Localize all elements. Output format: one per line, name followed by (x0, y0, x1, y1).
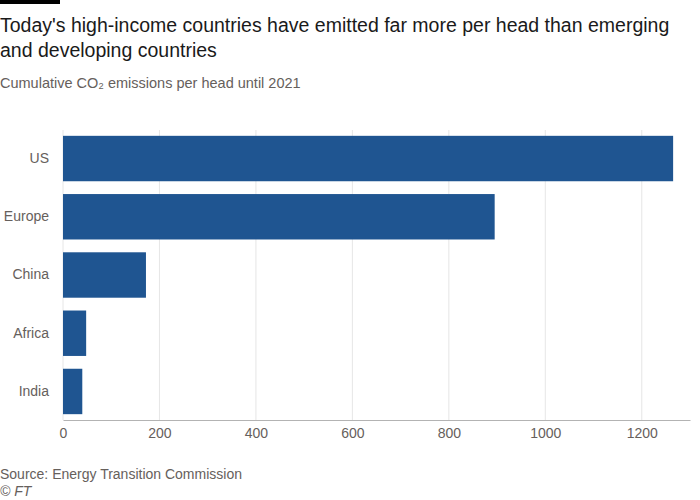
x-tick: 600 (341, 420, 365, 441)
x-tick: 0 (60, 420, 68, 441)
y-tick-label: India (19, 383, 50, 399)
y-tick-label: US (30, 150, 49, 166)
x-axis: 0 200 400 600 800 1000 1200 (60, 420, 691, 441)
x-tick: 1200 (627, 420, 658, 441)
y-tick: US (30, 150, 63, 166)
subtitle: Cumulative CO₂ emissions per head until … (0, 75, 301, 91)
y-tick-label: Africa (13, 325, 49, 341)
title: Today's high-income countries have emitt… (0, 14, 669, 61)
bar (63, 252, 146, 297)
source: Source: Energy Transition Commission (0, 466, 242, 482)
credit: © FT (0, 483, 33, 499)
chart-container: Today's high-income countries have emitt… (0, 0, 700, 500)
x-tick-label: 400 (245, 425, 269, 441)
x-tick-label: 600 (341, 425, 365, 441)
x-tick-label: 800 (438, 425, 462, 441)
x-axis-line (64, 420, 691, 421)
y-tick: Africa (13, 325, 63, 341)
bar (63, 311, 86, 356)
y-tick-label: Europe (4, 208, 49, 224)
bar (63, 136, 673, 181)
x-tick: 400 (245, 420, 269, 441)
x-tick-label: 1200 (627, 425, 658, 441)
y-axis: US Europe China Africa India (4, 150, 63, 399)
bar (63, 369, 82, 414)
chart: Today's high-income countries have emitt… (0, 0, 700, 500)
x-tick: 200 (148, 420, 172, 441)
top-rule (0, 0, 60, 4)
x-tick-label: 0 (60, 425, 68, 441)
x-tick: 1000 (530, 420, 561, 441)
y-tick: China (12, 266, 63, 282)
bars (63, 136, 673, 414)
x-tick-label: 1000 (530, 425, 561, 441)
y-tick-label: China (12, 266, 49, 282)
x-tick-label: 200 (148, 425, 172, 441)
x-tick: 800 (438, 420, 462, 441)
y-tick: Europe (4, 208, 63, 224)
y-tick: India (19, 383, 63, 399)
bar (63, 194, 495, 239)
